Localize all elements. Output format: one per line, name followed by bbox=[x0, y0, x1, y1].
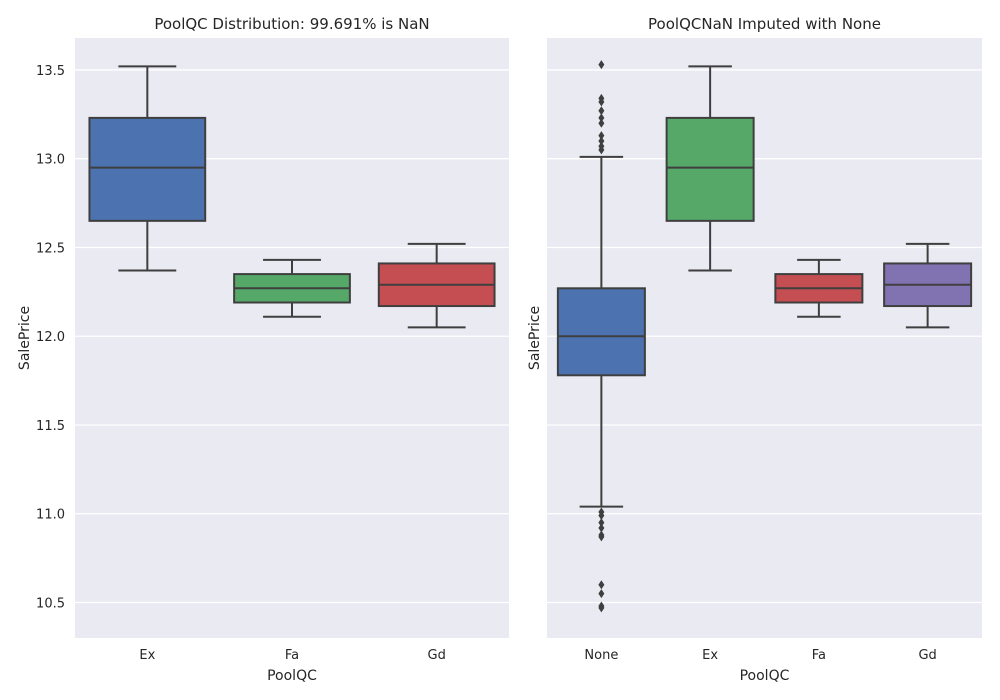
outlier-point bbox=[598, 145, 605, 155]
y-tick-label: 10.5 bbox=[36, 596, 65, 611]
outlier-point bbox=[598, 511, 605, 521]
outlier-point bbox=[598, 580, 605, 590]
iqr-box bbox=[665, 116, 755, 222]
x-tick-label: None bbox=[584, 648, 618, 663]
outlier-point bbox=[598, 523, 605, 533]
right-boxplot-panel: None Ex Fa Gd PoolQCNaN Imputed with None Poo… bbox=[527, 15, 982, 684]
outlier-point bbox=[598, 113, 605, 123]
left-boxplot-panel: 10.5 11.0 11.5 12.0 12.5 13.0 13.5 Ex Fa Gd PoolQC… bbox=[17, 15, 509, 684]
y-axis-label: SalePrice bbox=[527, 306, 543, 370]
outlier-point bbox=[598, 118, 605, 128]
x-tick-label: Gd bbox=[918, 648, 936, 663]
chart-title: PoolQCNaN Imputed with None bbox=[648, 15, 881, 33]
box-ex bbox=[665, 65, 755, 272]
box-none bbox=[556, 60, 646, 613]
outlier-point bbox=[598, 106, 605, 116]
x-axis-label: PoolQC bbox=[740, 668, 790, 684]
y-tick-label: 11.0 bbox=[36, 508, 65, 523]
x-tick-label: Fa bbox=[285, 648, 299, 663]
x-tick-label: Ex bbox=[702, 648, 718, 663]
outlier-point bbox=[598, 60, 605, 70]
iqr-box bbox=[88, 116, 207, 222]
outlier-point bbox=[598, 532, 605, 542]
box-gd bbox=[883, 242, 973, 329]
outlier-point bbox=[598, 518, 605, 528]
x-tick-label: Ex bbox=[139, 648, 155, 663]
y-tick-label: 12.0 bbox=[36, 330, 65, 345]
box-gd bbox=[377, 242, 496, 329]
outlier-point bbox=[598, 603, 605, 613]
y-tick-label: 13.5 bbox=[36, 64, 65, 79]
box-fa bbox=[774, 258, 864, 318]
iqr-box bbox=[556, 287, 646, 377]
x-tick-label: Gd bbox=[428, 648, 446, 663]
chart-title: PoolQC Distribution: 99.691% is NaN bbox=[154, 15, 429, 33]
box-ex bbox=[88, 65, 207, 272]
x-axis-label: PoolQC bbox=[267, 668, 317, 684]
y-tick-label: 12.5 bbox=[36, 241, 65, 256]
y-axis-label: SalePrice bbox=[17, 306, 33, 370]
outlier-point bbox=[598, 589, 605, 599]
y-tick-label: 11.5 bbox=[36, 419, 65, 434]
outlier-point bbox=[598, 131, 605, 141]
y-tick-label: 13.0 bbox=[36, 153, 65, 168]
box-fa bbox=[233, 258, 351, 318]
outlier-point bbox=[598, 136, 605, 146]
x-tick-label: Fa bbox=[812, 648, 826, 663]
outlier-point bbox=[598, 97, 605, 107]
